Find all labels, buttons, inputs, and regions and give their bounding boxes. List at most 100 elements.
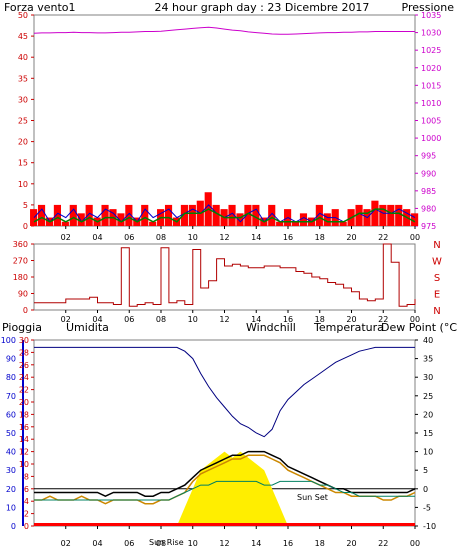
pressure-y-tick-label: 1035: [421, 11, 441, 20]
direction-x-tick-label: 22: [378, 315, 388, 324]
legend-dewpoint: Dew Point (°C: [381, 321, 457, 334]
pressure-y-tick-label: 990: [421, 169, 436, 178]
wind-y-tick-label: 25: [18, 117, 28, 126]
sunrise-label: Sun Rise: [149, 538, 184, 547]
wind-bar: [188, 204, 196, 226]
wind-bar: [339, 221, 347, 226]
wind-force-axis-title: Forza vento1: [4, 1, 76, 14]
temp-y-tick-label: 20: [423, 410, 433, 419]
wind-bar: [149, 221, 157, 226]
direction-x-tick-label: 20: [346, 315, 356, 324]
humidity-y-tick-label: 60: [6, 410, 16, 419]
pressure-y-tick-label: 1005: [421, 117, 441, 126]
wind-bar: [53, 204, 61, 226]
rain-y-tick-label: 10: [19, 460, 29, 469]
wind-bar: [252, 204, 260, 226]
pressure-line: [33, 26, 415, 35]
wind-y-tick-label: 35: [18, 74, 28, 83]
humidity-y-tick-label: 0: [11, 522, 16, 531]
wind-x-tick-label: 04: [92, 233, 102, 242]
compass-label: N: [433, 306, 440, 317]
wind-bar: [30, 209, 38, 226]
pressure-y-tick-label: 1010: [421, 99, 441, 108]
direction-y-tick-label: 270: [13, 257, 28, 266]
direction-x-tick-label: 00: [410, 315, 420, 324]
wind-bar: [276, 221, 284, 226]
wind-bar: [411, 213, 419, 226]
wind-bar: [77, 213, 85, 226]
rain-y-tick-label: 20: [19, 398, 29, 407]
temp-y-tick-label: 40: [423, 336, 433, 345]
rain-y-tick-label: 30: [19, 336, 29, 345]
wind-x-tick-label: 00: [410, 233, 420, 242]
rain-y-tick-label: 28: [19, 348, 29, 357]
rain-y-tick-label: 6: [24, 485, 29, 494]
compass-label: E: [434, 290, 440, 301]
direction-y-tick-label: 0: [23, 306, 28, 315]
temp-y-tick-label: 10: [423, 448, 433, 457]
weather-x-tick-label: 20: [346, 539, 356, 548]
wind-y-tick-label: 50: [18, 11, 28, 20]
wind-x-tick-label: 22: [378, 233, 388, 242]
pressure-y-tick-label: 980: [421, 204, 436, 213]
wind-bar: [387, 204, 395, 226]
weather-x-tick-label: 06: [124, 539, 134, 548]
rain-y-tick-label: 2: [24, 510, 29, 519]
wind-bar: [268, 204, 276, 226]
rain-baseline: [34, 523, 415, 526]
pressure-y-tick-label: 985: [421, 187, 436, 196]
rain-y-tick-label: 8: [24, 472, 29, 481]
temp-y-tick-label: 25: [423, 392, 433, 401]
wind-bar: [355, 204, 363, 226]
wind-bar: [395, 204, 403, 226]
legend-windchill: Windchill: [246, 321, 296, 334]
wind-bar: [164, 204, 173, 226]
weather-x-tick-label: 08: [156, 539, 166, 548]
wind-bar: [69, 204, 77, 226]
wind-bar: [61, 221, 69, 226]
temp-y-tick-label: 5: [423, 466, 428, 475]
wind-x-tick-label: 16: [283, 233, 293, 242]
rain-y-tick-label: 12: [19, 448, 29, 457]
wind-avg-line: [33, 208, 416, 223]
compass-label: N: [433, 240, 440, 251]
wind-bar: [125, 204, 133, 226]
pressure-y-tick-label: 995: [421, 152, 436, 161]
wind-x-tick-label: 20: [346, 233, 356, 242]
rain-y-tick-label: 0: [24, 522, 29, 531]
weather-x-tick-label: 02: [61, 539, 71, 548]
humidity-y-tick-label: 90: [6, 355, 16, 364]
temp-y-tick-label: 0: [423, 485, 428, 494]
direction-panel-frame: [33, 243, 416, 311]
direction-x-tick-label: 04: [92, 315, 102, 324]
wind-y-tick-label: 0: [23, 222, 28, 231]
rain-y-tick-label: 22: [19, 386, 29, 395]
direction-y-tick-label: 180: [13, 273, 28, 282]
wind-y-tick-label: 5: [23, 201, 28, 210]
weather-x-tick-label: 18: [315, 539, 325, 548]
weather-x-tick-label: 00: [410, 539, 420, 548]
pressure-y-tick-label: 1025: [421, 46, 441, 55]
direction-x-tick-label: 06: [124, 315, 134, 324]
dewpoint-line: [34, 480, 415, 501]
temp-y-tick-label: 15: [423, 429, 433, 438]
wind-y-tick-label: 15: [18, 159, 28, 168]
rain-y-tick-label: 18: [19, 410, 29, 419]
legend-humidity: Umidita: [66, 321, 109, 334]
humidity-y-tick-label: 10: [6, 503, 16, 512]
wind-x-tick-label: 18: [315, 233, 325, 242]
wind-bar: [228, 204, 236, 226]
temp-y-tick-label: 30: [423, 373, 433, 382]
weather-x-tick-label: 04: [92, 539, 102, 548]
humidity-y-tick-label: 40: [6, 448, 16, 457]
temp-y-tick-label: -10: [423, 522, 436, 531]
humidity-y-tick-label: 80: [6, 373, 16, 382]
wind-bar: [236, 213, 244, 226]
wind-x-tick-label: 14: [251, 233, 261, 242]
wind-bar: [323, 213, 331, 226]
pressure-y-tick-label: 1030: [421, 29, 441, 38]
rain-area: [34, 451, 415, 526]
weather-x-tick-label: 16: [283, 539, 293, 548]
direction-x-tick-label: 16: [283, 315, 293, 324]
